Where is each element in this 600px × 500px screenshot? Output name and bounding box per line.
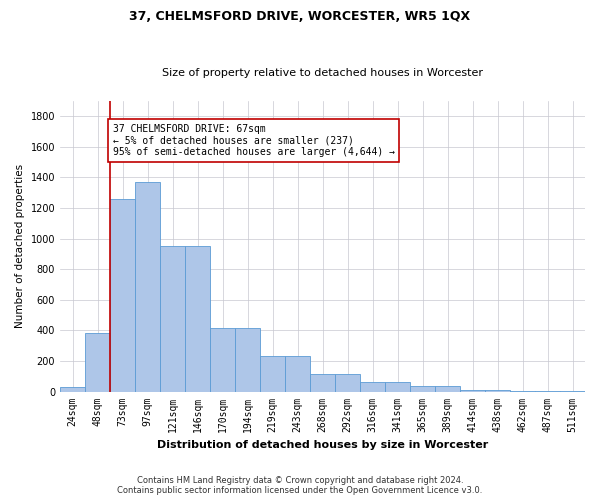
- Bar: [335, 374, 360, 392]
- Bar: [485, 390, 510, 392]
- X-axis label: Distribution of detached houses by size in Worcester: Distribution of detached houses by size …: [157, 440, 488, 450]
- Bar: [310, 374, 335, 392]
- Bar: [535, 391, 560, 392]
- Y-axis label: Number of detached properties: Number of detached properties: [15, 164, 25, 328]
- Bar: [235, 328, 260, 392]
- Bar: [185, 246, 210, 392]
- Bar: [110, 199, 135, 392]
- Bar: [385, 382, 410, 392]
- Bar: [560, 391, 585, 392]
- Bar: [60, 387, 85, 392]
- Bar: [460, 390, 485, 392]
- Bar: [360, 382, 385, 392]
- Text: Contains HM Land Registry data © Crown copyright and database right 2024.
Contai: Contains HM Land Registry data © Crown c…: [118, 476, 482, 495]
- Title: Size of property relative to detached houses in Worcester: Size of property relative to detached ho…: [162, 68, 483, 78]
- Bar: [160, 246, 185, 392]
- Bar: [435, 386, 460, 392]
- Text: 37 CHELMSFORD DRIVE: 67sqm
← 5% of detached houses are smaller (237)
95% of semi: 37 CHELMSFORD DRIVE: 67sqm ← 5% of detac…: [113, 124, 395, 157]
- Bar: [285, 356, 310, 392]
- Bar: [410, 386, 435, 392]
- Bar: [85, 334, 110, 392]
- Bar: [135, 182, 160, 392]
- Text: 37, CHELMSFORD DRIVE, WORCESTER, WR5 1QX: 37, CHELMSFORD DRIVE, WORCESTER, WR5 1QX: [130, 10, 470, 23]
- Bar: [210, 328, 235, 392]
- Bar: [510, 391, 535, 392]
- Bar: [260, 356, 285, 392]
